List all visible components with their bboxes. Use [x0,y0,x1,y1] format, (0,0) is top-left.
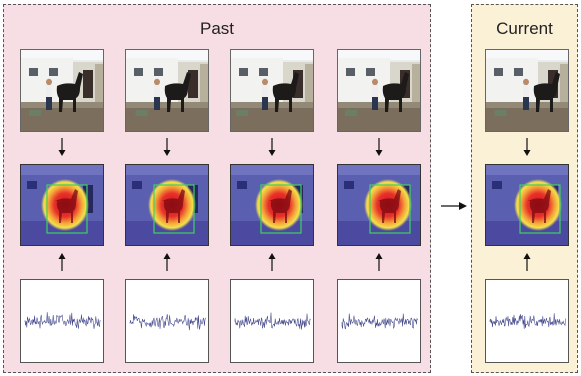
arrow-up-icon [267,253,277,271]
arrow-up-icon [374,253,384,271]
audio-waveform-past-1 [20,279,104,363]
arrow-up-icon [162,253,172,271]
arrow-right-icon [441,202,467,210]
heatmap-frame-current [485,164,569,246]
video-frame-past-3 [230,49,314,132]
heatmap-frame-past-1 [20,164,104,246]
heatmap-frame-past-4 [337,164,421,246]
video-frame-past-4 [337,49,421,132]
video-frame-past-1 [20,49,104,132]
arrow-down-icon [374,138,384,156]
arrow-down-icon [267,138,277,156]
audio-waveform-past-3 [230,279,314,363]
arrow-down-icon [522,138,532,156]
arrow-up-icon [522,253,532,271]
video-frame-current [485,49,569,132]
arrow-up-icon [57,253,67,271]
heatmap-frame-past-2 [125,164,209,246]
arrow-down-icon [57,138,67,156]
heatmap-frame-past-3 [230,164,314,246]
arrow-down-icon [162,138,172,156]
audio-waveform-current [485,279,569,363]
current-title: Current [496,19,553,38]
video-frame-past-2 [125,49,209,132]
audio-waveform-past-2 [125,279,209,363]
audio-waveform-past-4 [337,279,421,363]
past-title: Past [199,19,235,38]
